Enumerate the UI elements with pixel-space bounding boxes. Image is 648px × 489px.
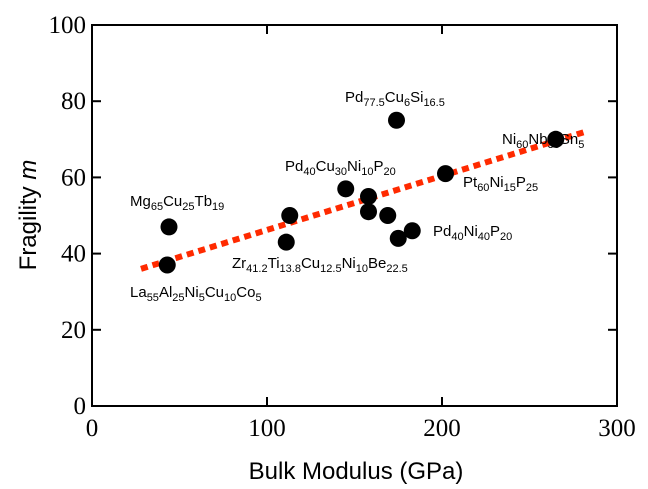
data-point <box>403 222 421 240</box>
y-axis-title: Fragility m <box>15 160 42 271</box>
composition-label: Pd40Cu30Ni10P20 <box>285 158 396 178</box>
data-point <box>158 256 176 274</box>
composition-label: Zr41.2Ti13.8Cu12.5Ni10Be22.5 <box>232 255 408 275</box>
composition-label: Ni60Nb35Sn5 <box>502 131 584 151</box>
x-axis-title: Bulk Modulus (GPa) <box>249 458 464 485</box>
composition-label: Pd77.5Cu6Si16.5 <box>345 89 445 109</box>
x-tick-label: 300 <box>598 415 636 442</box>
data-point <box>337 180 355 198</box>
data-point <box>360 203 377 221</box>
composition-label: Mg65Cu25Tb19 <box>130 193 224 213</box>
data-point <box>389 229 407 247</box>
y-tick-label: 100 <box>49 12 87 39</box>
composition-label: Pt60Ni15P25 <box>463 174 538 194</box>
data-points <box>158 111 565 274</box>
y-tick-label: 80 <box>61 88 86 115</box>
x-tick-label: 0 <box>86 415 99 442</box>
x-tick-label: 200 <box>423 415 461 442</box>
x-tick-label: 100 <box>248 415 286 442</box>
data-point <box>277 233 295 251</box>
data-point <box>388 111 405 129</box>
composition-label: La55Al25Ni5Cu10Co5 <box>130 284 262 304</box>
y-tick-label: 60 <box>61 164 86 191</box>
data-point <box>437 165 454 183</box>
annotations: Mg65Cu25Tb19 La55Al25Ni5Cu10Co5 Zr41.2Ti13… <box>130 89 584 304</box>
data-point <box>160 218 178 236</box>
data-point <box>360 187 377 205</box>
y-tick-label: 0 <box>74 393 87 420</box>
plot-frame <box>91 24 618 407</box>
composition-label: Pd40Ni40P20 <box>433 223 512 243</box>
y-tick-label: 40 <box>61 241 86 268</box>
y-tick-label: 20 <box>61 317 86 344</box>
data-point <box>281 207 299 224</box>
data-point <box>379 207 397 224</box>
ticks: 0 20 40 60 80 100 0 100 200 300 <box>49 12 636 442</box>
data-point <box>547 130 565 148</box>
